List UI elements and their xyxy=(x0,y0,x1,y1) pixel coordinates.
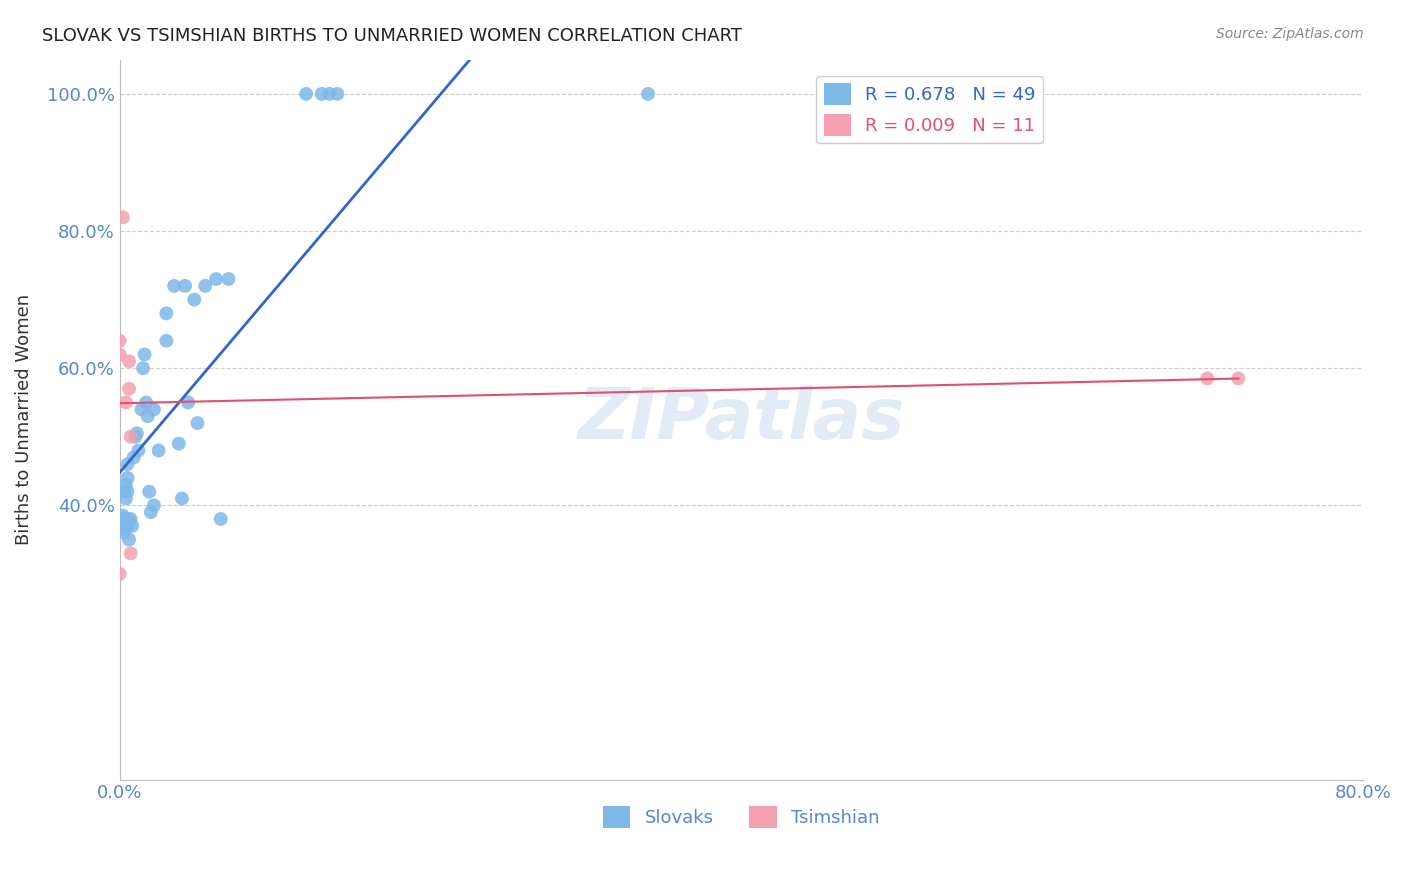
Slovaks xyxy=(117,512,139,526)
Slovaks xyxy=(108,522,131,536)
Tsimshian xyxy=(120,430,142,444)
Slovaks xyxy=(318,87,340,101)
Slovaks xyxy=(112,519,135,533)
Slovaks xyxy=(115,491,138,506)
Text: SLOVAK VS TSIMSHIAN BIRTHS TO UNMARRIED WOMEN CORRELATION CHART: SLOVAK VS TSIMSHIAN BIRTHS TO UNMARRIED … xyxy=(42,27,742,45)
Tsimshian xyxy=(1227,371,1250,385)
Slovaks xyxy=(295,87,318,101)
Slovaks xyxy=(108,516,131,530)
Slovaks xyxy=(155,334,177,348)
Legend: Slovaks, Tsimshian: Slovaks, Tsimshian xyxy=(596,799,887,836)
Slovaks xyxy=(170,491,193,506)
Slovaks xyxy=(111,508,134,523)
Slovaks xyxy=(326,87,349,101)
Slovaks xyxy=(218,272,240,286)
Slovaks xyxy=(637,87,659,101)
Tsimshian xyxy=(108,334,131,348)
Slovaks xyxy=(111,512,134,526)
Slovaks xyxy=(138,484,160,499)
Tsimshian xyxy=(108,566,131,581)
Slovaks xyxy=(127,443,149,458)
Slovaks xyxy=(117,484,139,499)
Tsimshian xyxy=(1197,371,1219,385)
Slovaks xyxy=(205,272,228,286)
Text: Source: ZipAtlas.com: Source: ZipAtlas.com xyxy=(1216,27,1364,41)
Tsimshian xyxy=(111,211,134,225)
Slovaks xyxy=(136,409,159,424)
Slovaks xyxy=(142,402,165,417)
Slovaks xyxy=(155,306,177,320)
Tsimshian xyxy=(118,354,141,368)
Slovaks xyxy=(142,499,165,513)
Slovaks xyxy=(186,416,208,430)
Slovaks xyxy=(148,443,170,458)
Slovaks xyxy=(139,505,162,519)
Slovaks xyxy=(125,426,148,441)
Slovaks xyxy=(177,395,200,409)
Slovaks xyxy=(167,436,190,450)
Slovaks xyxy=(112,525,135,540)
Tsimshian xyxy=(108,347,131,361)
Slovaks xyxy=(112,484,135,499)
Slovaks xyxy=(194,279,217,293)
Tsimshian xyxy=(118,382,141,396)
Slovaks xyxy=(183,293,205,307)
Slovaks xyxy=(209,512,232,526)
Slovaks xyxy=(118,533,141,547)
Slovaks xyxy=(135,395,157,409)
Slovaks xyxy=(120,512,142,526)
Slovaks xyxy=(124,430,146,444)
Slovaks xyxy=(163,279,186,293)
Slovaks xyxy=(311,87,333,101)
Y-axis label: Births to Unmarried Women: Births to Unmarried Women xyxy=(15,294,32,545)
Text: ZIPatlas: ZIPatlas xyxy=(578,385,905,454)
Tsimshian xyxy=(115,395,138,409)
Slovaks xyxy=(122,450,145,465)
Slovaks xyxy=(117,471,139,485)
Slovaks xyxy=(121,519,143,533)
Slovaks xyxy=(132,361,155,376)
Slovaks xyxy=(117,519,139,533)
Slovaks xyxy=(174,279,197,293)
Tsimshian xyxy=(120,546,142,560)
Slovaks xyxy=(115,477,138,491)
Slovaks xyxy=(131,402,153,417)
Slovaks xyxy=(134,347,156,361)
Slovaks xyxy=(117,457,139,471)
